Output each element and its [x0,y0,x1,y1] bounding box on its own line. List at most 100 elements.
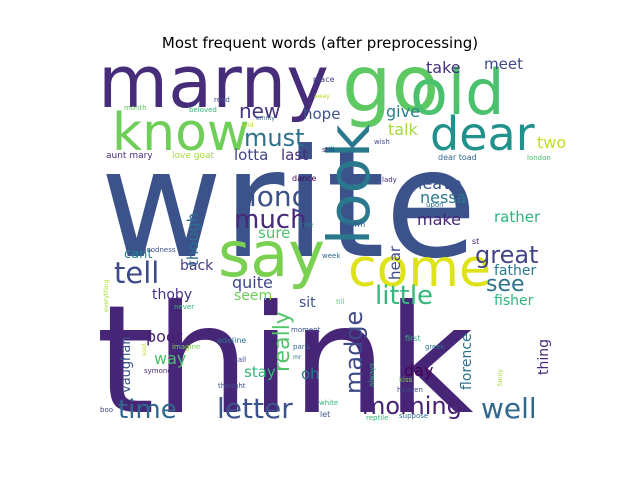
word-soul: soul [141,343,148,356]
word-look: look [315,124,383,245]
word-adeline: adeline [217,336,246,345]
word-well: well [481,392,537,425]
word-love-goat: love goat [172,151,214,161]
word-moment: moment [291,326,321,334]
word-end: end [242,122,253,129]
word-dance: dance [292,174,316,183]
chart-title: Most frequent words (after preprocessing… [161,34,479,52]
word-fisher: fisher [494,293,534,309]
word-letter: letter [217,392,293,425]
word-boo: boo [100,406,113,414]
word-aunt-mary: aunt mary [106,151,153,161]
word-great: great [475,241,538,269]
word-mr: mr [293,354,302,361]
word-must: must [244,124,305,152]
word-give: give [386,102,420,121]
word-upon: upon [426,201,444,209]
word-thing: thing [536,339,552,375]
word-meet: meet [484,55,523,73]
word-sure: sure [258,224,290,242]
word-suppose: suppose [399,412,428,420]
word-london: london [527,154,551,162]
word-seem: seem [234,288,272,304]
word-stay: stay [244,363,276,381]
word-last: last [281,146,308,164]
word-imagine: imagine [172,343,200,351]
word-cant: cant [124,247,152,262]
word-know: know [112,103,249,163]
word-florence: florence [459,333,475,390]
word-go: go [342,40,439,130]
word-heaven: heaven [397,386,423,394]
word-away: away [314,93,330,100]
word-lady: lady [382,176,397,184]
word-morning: morning [362,392,462,420]
word-oh: oh [301,365,320,383]
word-greek: greek [425,343,446,351]
word-two: two [537,133,566,152]
word-till: till [336,298,345,306]
word-much: much [234,205,307,235]
word-nessa: nessa [420,188,466,207]
word-white: white [319,399,338,407]
word-though: though [184,213,202,266]
word-old: old [410,56,505,129]
word-come: come [348,239,491,299]
word-dear: dear [430,107,535,161]
word-write: write [100,118,477,292]
word-everything: everything [103,279,110,312]
word-week: week [322,252,341,260]
word-hear: hear [386,245,404,280]
word-still: still [322,146,334,154]
word-vaughan: vaughan [119,336,134,393]
word-read: read [214,96,230,104]
word-thoby: thoby [152,287,192,303]
word-see: see [486,272,525,297]
word-call: call [234,356,246,364]
word-quite: quite [232,273,273,292]
word-lotta: lotta [234,146,268,164]
word-sit: sit [299,295,316,311]
word-poor: poor [146,327,183,346]
word-emmy: emmy [256,115,275,122]
word-place: place [313,75,335,84]
word-little: little [375,281,433,311]
word-back: back [180,258,214,274]
word-reptile: reptile [366,414,388,422]
word-symonds: symonds [144,367,176,375]
word-madge: madge [340,311,368,394]
word-say: say [218,218,325,291]
word-charm: charm [340,220,366,229]
word-time: time [118,395,177,425]
word-never: never [174,303,194,311]
word-think: think [96,274,474,448]
word-long: long [249,180,309,213]
word-leave: leave [418,174,461,193]
word-paris: paris [293,343,311,351]
word-wish: wish [374,138,390,146]
word-really: really [270,311,295,372]
word-beloved: beloved [189,106,217,114]
word-fanny: fanny [497,369,504,386]
word-take: take [426,58,461,77]
word-talk: talk [388,120,419,139]
word-marny: marny [98,40,329,124]
word-let: let [320,410,330,419]
word-month: month [124,104,147,112]
word-always: always [368,363,376,387]
word-new: new [239,99,280,123]
word-thought: thought [218,382,246,390]
word-lose: lose [299,221,313,229]
word-tell: tell [114,256,159,290]
word-vanessa: vanessa [454,78,461,103]
word-father: father [494,263,536,279]
word-kiss: kiss [399,376,413,384]
word-rather: rather [494,208,541,226]
word-way: way [154,349,186,368]
word-goodness: goodness [142,246,176,254]
word-dear-toad: dear toad [438,153,477,162]
word-day: day [404,361,433,380]
word-st: st [472,237,479,246]
word-hope: hope [303,105,340,123]
